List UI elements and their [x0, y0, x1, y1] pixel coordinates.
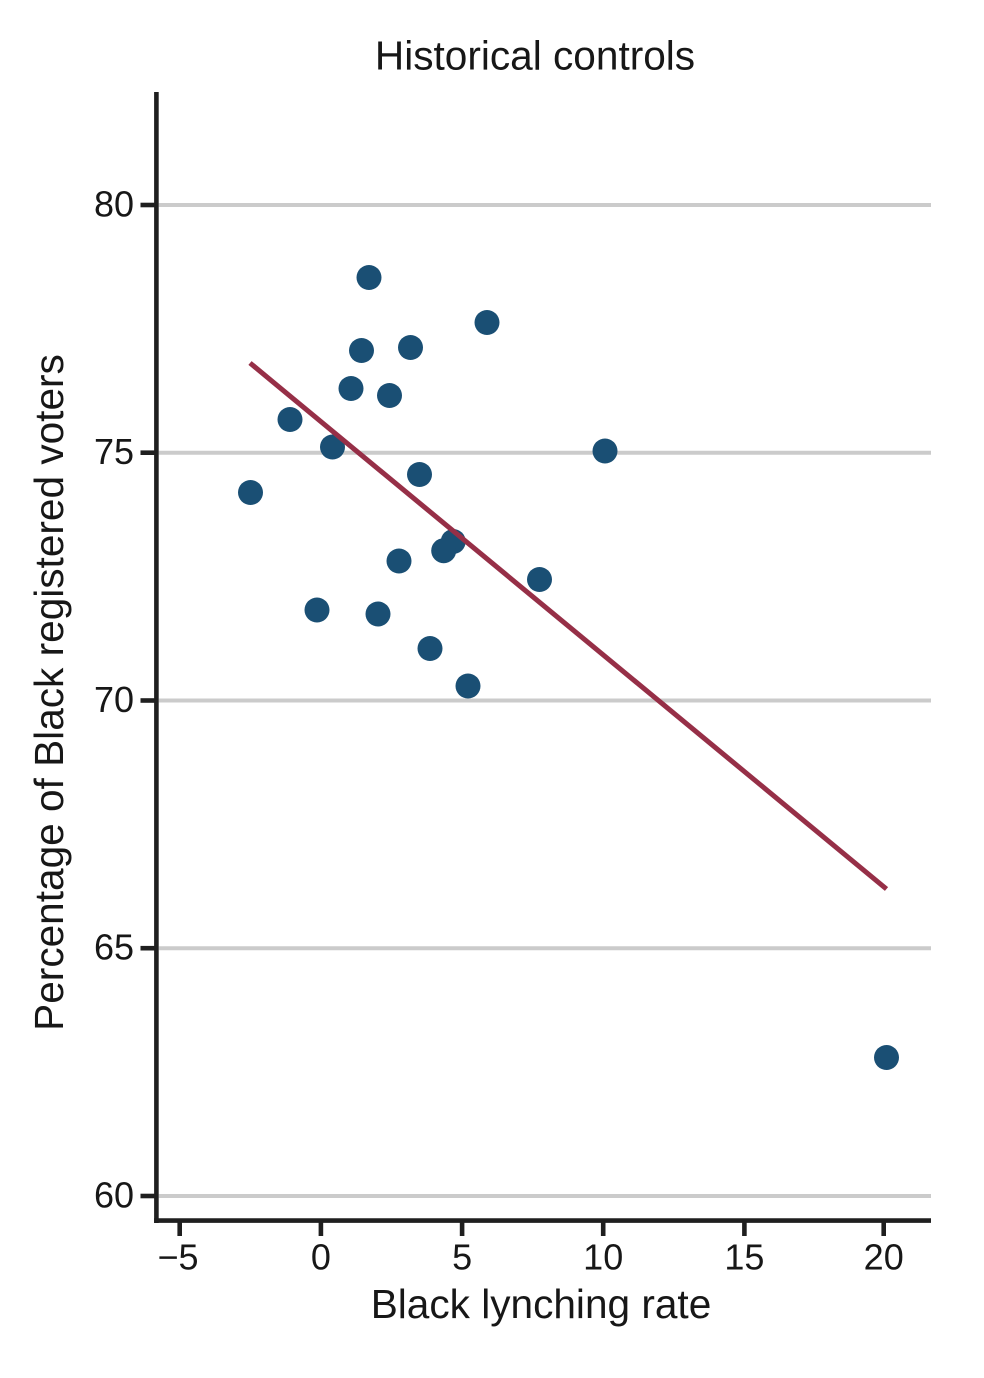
svg-text:70: 70: [94, 679, 134, 720]
svg-text:0: 0: [311, 1236, 331, 1277]
svg-text:Black lynching rate: Black lynching rate: [371, 1281, 712, 1327]
svg-text:60: 60: [94, 1175, 134, 1216]
svg-text:10: 10: [583, 1236, 623, 1277]
svg-text:−5: −5: [157, 1236, 198, 1277]
svg-text:Percentage of Black registered: Percentage of Black registered voters: [26, 354, 72, 1031]
svg-text:15: 15: [724, 1236, 764, 1277]
svg-text:Historical controls: Historical controls: [375, 33, 695, 79]
svg-text:80: 80: [94, 184, 134, 225]
svg-text:20: 20: [864, 1236, 904, 1277]
svg-text:5: 5: [452, 1236, 472, 1277]
svg-text:65: 65: [94, 927, 134, 968]
svg-text:75: 75: [94, 431, 134, 472]
